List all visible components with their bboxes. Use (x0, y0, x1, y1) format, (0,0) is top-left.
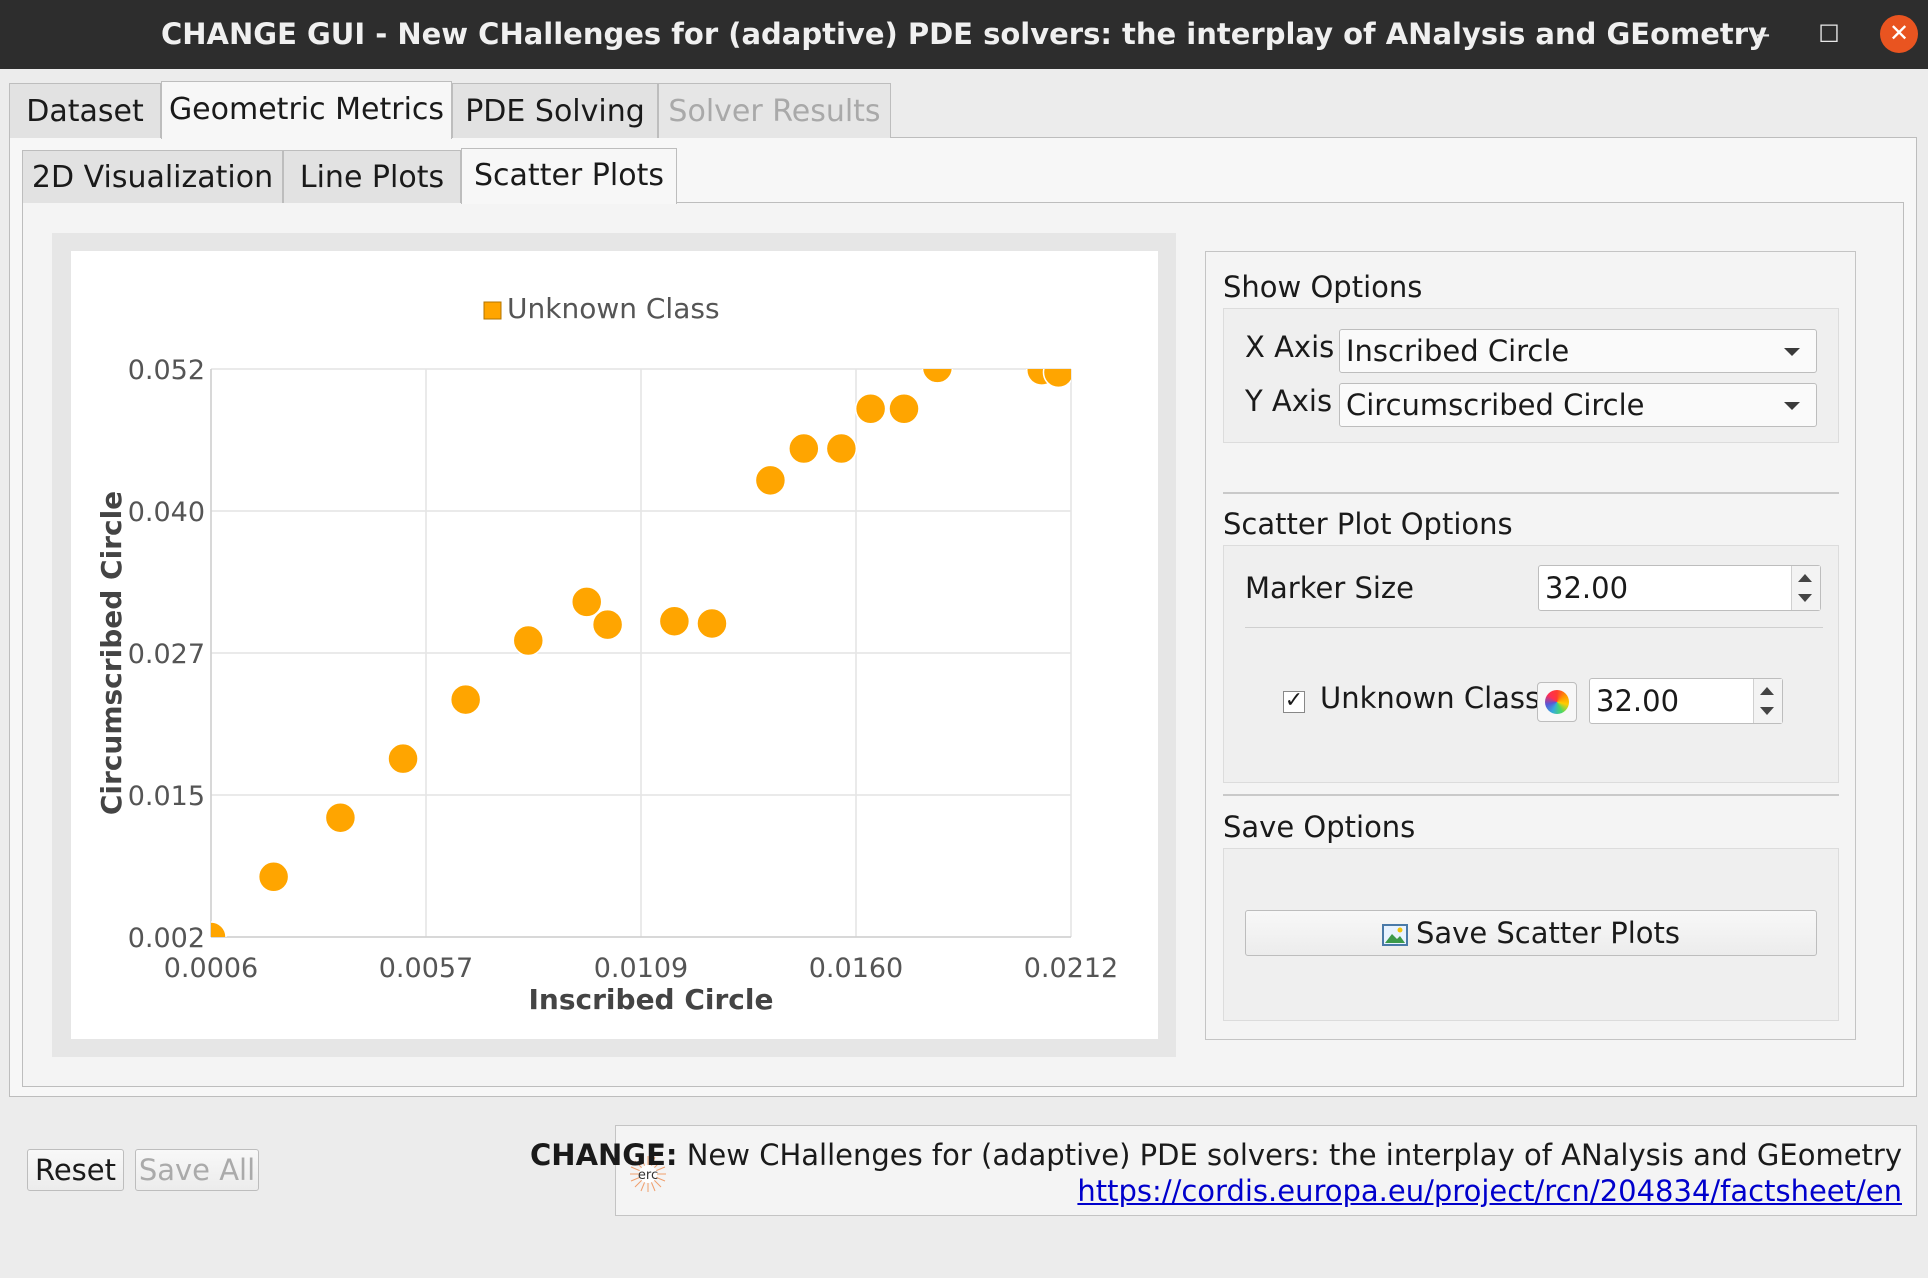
class-size-spinbox[interactable]: 32.00 (1589, 678, 1783, 724)
x-axis-select[interactable]: Inscribed Circle (1339, 329, 1817, 373)
marker-size-value: 32.00 (1545, 571, 1629, 605)
spin-up-icon[interactable] (1798, 574, 1812, 582)
chart-labels: Unknown Class Inscribed Circle Circumscr… (95, 292, 774, 1016)
scatter-point (512, 624, 545, 657)
x-tick-label: 0.0160 (809, 953, 903, 984)
window-title: CHANGE GUI - New CHallenges for (adaptiv… (161, 17, 1767, 51)
divider (1223, 794, 1839, 796)
x-tick-label: 0.0109 (594, 953, 688, 984)
tab-pde-solving[interactable]: PDE Solving (452, 83, 658, 138)
tab-geometric-metrics[interactable]: Geometric Metrics (161, 81, 452, 139)
save-all-button: Save All (135, 1149, 259, 1191)
spin-down-icon[interactable] (1760, 707, 1774, 715)
legend-swatch (483, 301, 502, 320)
scatter-point (696, 607, 728, 640)
scatter-point (888, 393, 920, 425)
legend-label: Unknown Class (507, 292, 720, 325)
x-tick-label: 0.0006 (164, 953, 258, 984)
scatter-chart-svg: 0.0006 0.0057 0.0109 0.0160 0.0212 0.052 0.040… (95, 292, 1119, 1016)
x-tick-label: 0.0057 (379, 953, 473, 984)
scatter-point (754, 464, 787, 497)
reset-button[interactable]: Reset (27, 1149, 124, 1191)
chart-points (211, 369, 1071, 937)
window-titlebar: CHANGE GUI - New CHallenges for (adaptiv… (0, 0, 1928, 69)
class-size-value: 32.00 (1596, 684, 1680, 718)
tab-line-plots[interactable]: Line Plots (283, 150, 461, 203)
close-icon[interactable]: ✕ (1880, 15, 1918, 53)
color-picker-button[interactable] (1537, 682, 1577, 722)
chevron-down-icon (1784, 402, 1800, 410)
y-tick-label: 0.052 (128, 355, 205, 386)
spin-down-icon[interactable] (1798, 594, 1812, 602)
save-scatter-plots-label: Save Scatter Plots (1415, 916, 1681, 950)
scatter-point (324, 801, 357, 834)
y-axis-value: Circumscribed Circle (1346, 388, 1645, 422)
tab-solver-results: Solver Results (658, 83, 891, 138)
erc-logo: erc (630, 1156, 666, 1192)
project-link[interactable]: https://cordis.europa.eu/project/rcn/204… (1077, 1174, 1902, 1208)
svg-text:erc: erc (638, 1168, 658, 1183)
spin-up-icon[interactable] (1760, 687, 1774, 695)
image-icon (1381, 924, 1408, 946)
y-tick-label: 0.040 (128, 497, 205, 528)
minimize-icon[interactable]: – (1755, 17, 1771, 52)
chart-grid (210, 368, 1072, 938)
scatter-point (257, 861, 290, 893)
marker-size-label: Marker Size (1245, 571, 1414, 605)
color-wheel-icon (1545, 690, 1569, 714)
scatter-point (658, 605, 691, 637)
project-desc-text: New CHallenges for (adaptive) PDE solver… (677, 1138, 1902, 1172)
divider (1245, 627, 1823, 628)
tab-scatter-plots[interactable]: Scatter Plots (461, 148, 677, 204)
scatter-point (387, 742, 419, 775)
maximize-icon[interactable]: ☐ (1818, 20, 1840, 48)
y-tick-label: 0.002 (128, 923, 205, 954)
tab-dataset[interactable]: Dataset (9, 83, 161, 138)
project-description: CHANGE: New CHallenges for (adaptive) PD… (530, 1138, 1902, 1172)
y-axis-label: Y Axis (1245, 384, 1333, 418)
scatter-point (591, 608, 624, 641)
scatter-point (921, 369, 954, 384)
y-tick-label: 0.015 (128, 781, 205, 812)
tab-2d-visualization[interactable]: 2D Visualization (22, 150, 283, 203)
x-axis-label: X Axis (1245, 330, 1335, 364)
project-name: CHANGE: (530, 1138, 678, 1172)
project-info: erc CHANGE: New CHallenges for (adaptive… (530, 1125, 1917, 1216)
x-axis-value: Inscribed Circle (1346, 334, 1570, 368)
scatter-point (211, 921, 227, 937)
chevron-down-icon (1784, 348, 1800, 356)
scatter-options-title: Scatter Plot Options (1223, 507, 1513, 541)
save-scatter-plots-button[interactable]: Save Scatter Plots (1245, 910, 1817, 956)
unknown-class-label: Unknown Class (1320, 681, 1541, 715)
scatter-point (854, 393, 887, 425)
scatter-point (1042, 369, 1071, 389)
scatter-point (788, 432, 820, 465)
scatter-chart[interactable]: 0.0006 0.0057 0.0109 0.0160 0.0212 0.052 0.040… (71, 251, 1158, 1039)
show-options-title: Show Options (1223, 270, 1423, 304)
options-panel: Show Options X Axis Inscribed Circle Y A… (1205, 251, 1856, 1040)
x-tick-label: 0.0212 (1024, 953, 1118, 984)
divider (1223, 492, 1839, 494)
save-options-title: Save Options (1223, 810, 1416, 844)
spin-buttons[interactable] (1753, 679, 1782, 723)
y-axis-title: Circumscribed Circle (95, 491, 128, 815)
scatter-point (825, 432, 858, 465)
marker-size-spinbox[interactable]: 32.00 (1538, 565, 1821, 611)
y-axis-select[interactable]: Circumscribed Circle (1339, 383, 1817, 427)
scatter-point (449, 683, 482, 716)
y-tick-label: 0.027 (128, 639, 205, 670)
chart-axes: 0.0006 0.0057 0.0109 0.0160 0.0212 0.052 0.040… (128, 355, 1119, 984)
unknown-class-checkbox[interactable]: ✓ (1283, 688, 1305, 713)
spin-buttons[interactable] (1791, 566, 1820, 610)
x-axis-title: Inscribed Circle (529, 983, 774, 1016)
scatter-point (570, 586, 603, 618)
